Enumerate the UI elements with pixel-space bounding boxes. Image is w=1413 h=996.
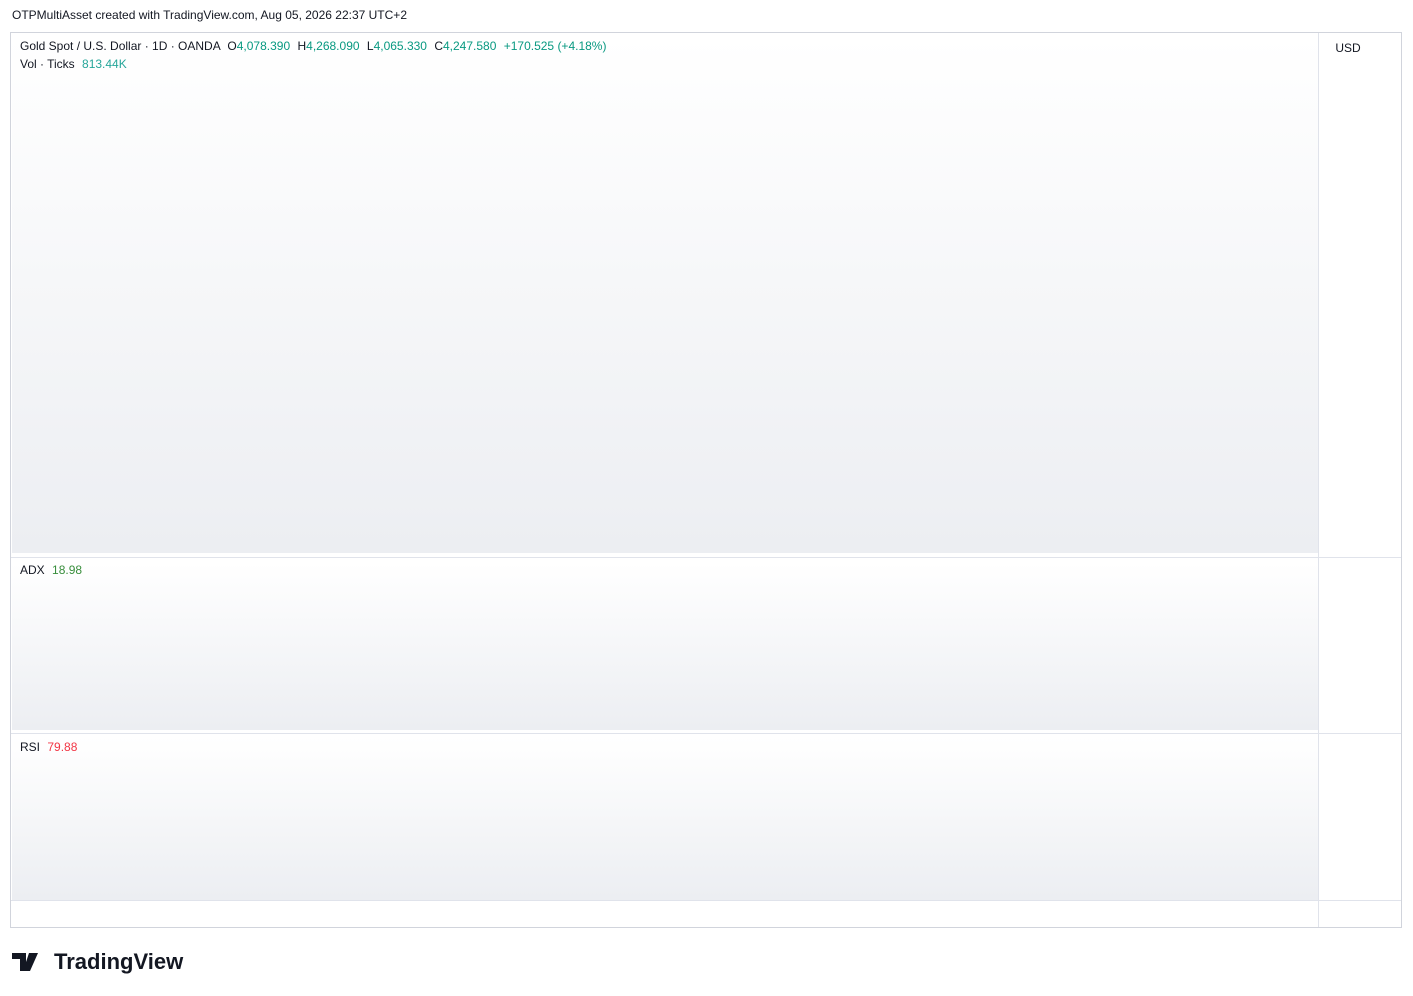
adx-value: 18.98 [52,563,82,577]
ohlc-key: O [227,39,236,53]
ohlc-value: 4,247.580 [443,39,497,53]
ohlc-value: 4,268.090 [306,39,360,53]
ohlc-value: 4,065.330 [374,39,428,53]
rsi-name: RSI [20,740,40,754]
volume-legend: Vol · Ticks 813.44K [20,57,127,71]
logo-dot [29,953,35,959]
rsi-value: 79.88 [47,740,77,754]
symbol: Gold Spot / U.S. Dollar · 1D · OANDA [20,39,221,53]
price-pane [12,37,1318,553]
logo-text: TradingView [54,949,184,974]
adx-legend: ADX 18.98 [20,563,82,577]
ohlc-key: C [434,39,443,53]
rsi-legend: RSI 79.88 [20,740,78,754]
rsi-pane [12,737,1318,900]
volume-name: Vol · Ticks [20,57,75,71]
adx-pane [12,563,1318,730]
attribution: OTPMultiAsset created with TradingView.c… [12,8,407,22]
price-change: +170.525 (+4.18%) [504,39,607,53]
ohlc-key: H [297,39,306,53]
ohlc-key: L [367,39,374,53]
tradingview-logo: TradingView [12,949,184,974]
symbol-legend: Gold Spot / U.S. Dollar · 1D · OANDA O4,… [20,39,606,53]
currency: USD [1335,41,1361,55]
adx-name: ADX [20,563,45,577]
ohlc-value: 4,078.390 [237,39,291,53]
chart-frame [10,32,1402,928]
volume-value: 813.44K [82,57,127,71]
